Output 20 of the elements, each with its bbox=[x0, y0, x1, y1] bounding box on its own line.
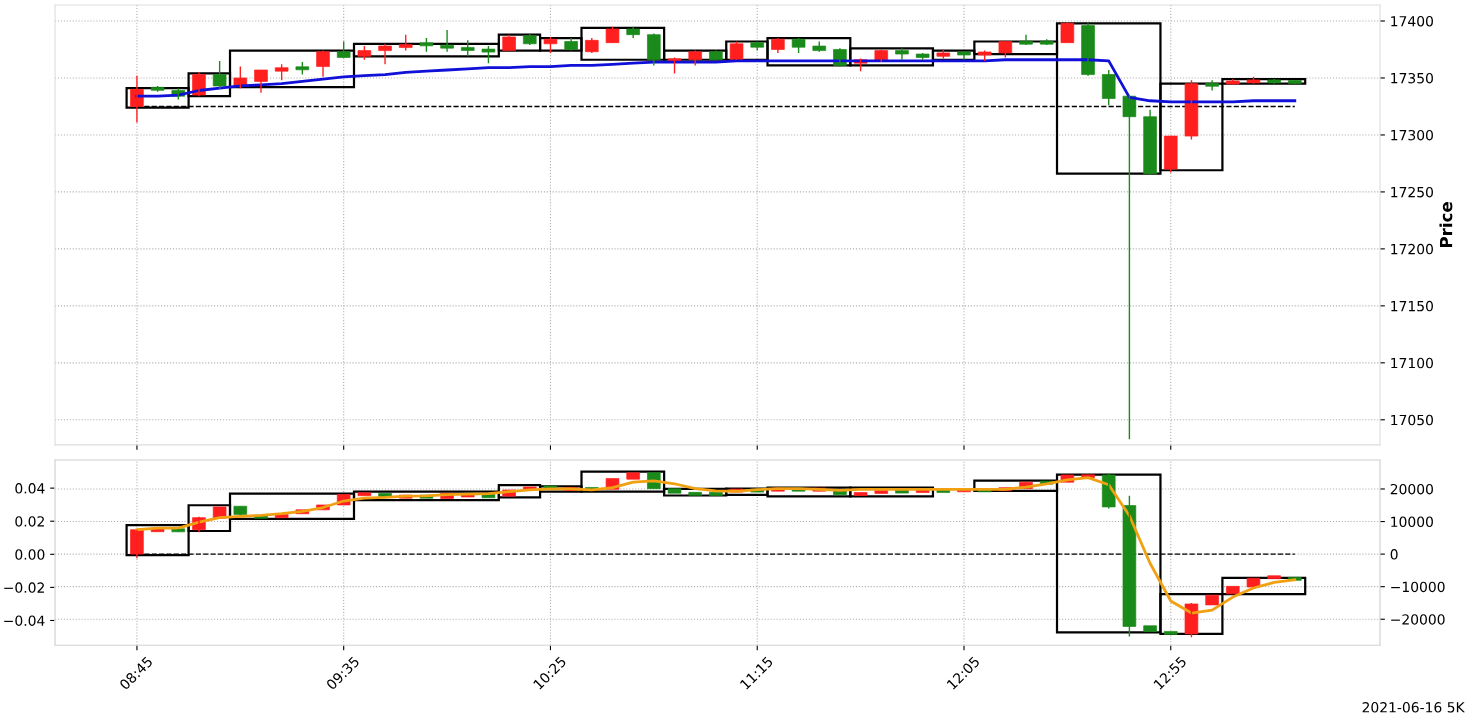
y-tick-label: 17300 bbox=[1391, 129, 1433, 141]
y-tick-label: 17200 bbox=[1391, 243, 1433, 255]
y-tick-label: 17250 bbox=[1391, 186, 1433, 198]
y2-tick-label: 0.00 bbox=[15, 549, 45, 560]
y-tick-label: 20000 bbox=[1390, 483, 1433, 495]
y-tick-label: 17150 bbox=[1391, 300, 1433, 312]
y-tick-label: 17350 bbox=[1391, 72, 1433, 84]
text: 2021-06-16 5K bbox=[1362, 702, 1465, 713]
y2-tick-label: 0.02 bbox=[15, 516, 44, 527]
y-tick-label: −20000 bbox=[1391, 614, 1445, 625]
y-tick-label: 10000 bbox=[1391, 516, 1433, 528]
y2-tick-label: −0.02 bbox=[4, 582, 44, 593]
y-tick-label: 17100 bbox=[1391, 357, 1433, 369]
y-tick-label: 17050 bbox=[1391, 414, 1433, 426]
y-tick-label: 17400 bbox=[1391, 15, 1433, 27]
y-tick-label: −10000 bbox=[1391, 581, 1445, 593]
y-axis-title: Price bbox=[1439, 202, 1453, 248]
y2-tick-label: 0.04 bbox=[15, 483, 45, 494]
y-tick-label: 0 bbox=[1390, 549, 1398, 560]
y2-tick-label: −0.04 bbox=[4, 615, 45, 626]
